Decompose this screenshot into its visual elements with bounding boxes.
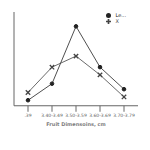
svg-text:3.70-3.79: 3.70-3.79 (113, 113, 135, 118)
svg-text:Fruit Dimensoins, cm: Fruit Dimensoins, cm (46, 121, 105, 127)
html-text:X: X (115, 18, 119, 25)
svg-text:3.40-3.49: 3.40-3.49 (41, 113, 63, 118)
svg-text:3.60-3.69: 3.60-3.69 (89, 113, 111, 118)
html-text:Le...: Le... (115, 12, 126, 18)
svg-text:.39: .39 (24, 113, 31, 118)
svg-text:3.50-3.59: 3.50-3.59 (65, 113, 87, 118)
